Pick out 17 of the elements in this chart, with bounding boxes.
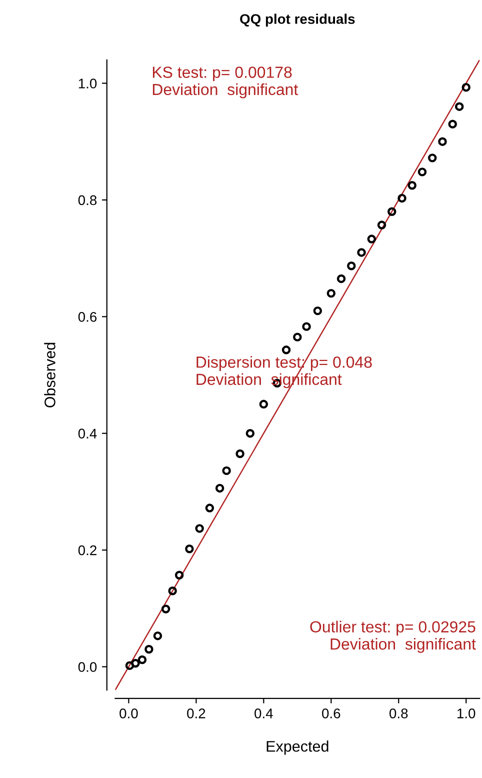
y-tick-label: 0.4 <box>78 428 97 439</box>
annotation: KS test: p= 0.00178 Deviation significant <box>152 66 298 98</box>
x-axis-title: Expected <box>266 740 328 755</box>
x-tick-label: 0.6 <box>322 708 340 718</box>
y-tick-label: 0.8 <box>78 195 97 206</box>
x-tick-label: 0.0 <box>120 708 138 718</box>
x-tick-label: 0.2 <box>187 708 206 718</box>
chart-title: QQ plot residuals <box>240 14 355 27</box>
y-tick-label: 0.0 <box>78 662 97 672</box>
y-tick-label: 0.6 <box>78 312 97 322</box>
annotation: Outlier test: p= 0.02925 Deviation significant <box>310 620 476 653</box>
x-tick-label: 0.4 <box>254 708 273 718</box>
y-tick-label: 0.2 <box>78 545 96 556</box>
y-axis-title: Observed <box>44 342 56 408</box>
x-tick-label: 0.8 <box>390 708 408 718</box>
x-tick-label: 1.0 <box>458 708 476 718</box>
y-tick-label: 1.0 <box>78 78 97 88</box>
